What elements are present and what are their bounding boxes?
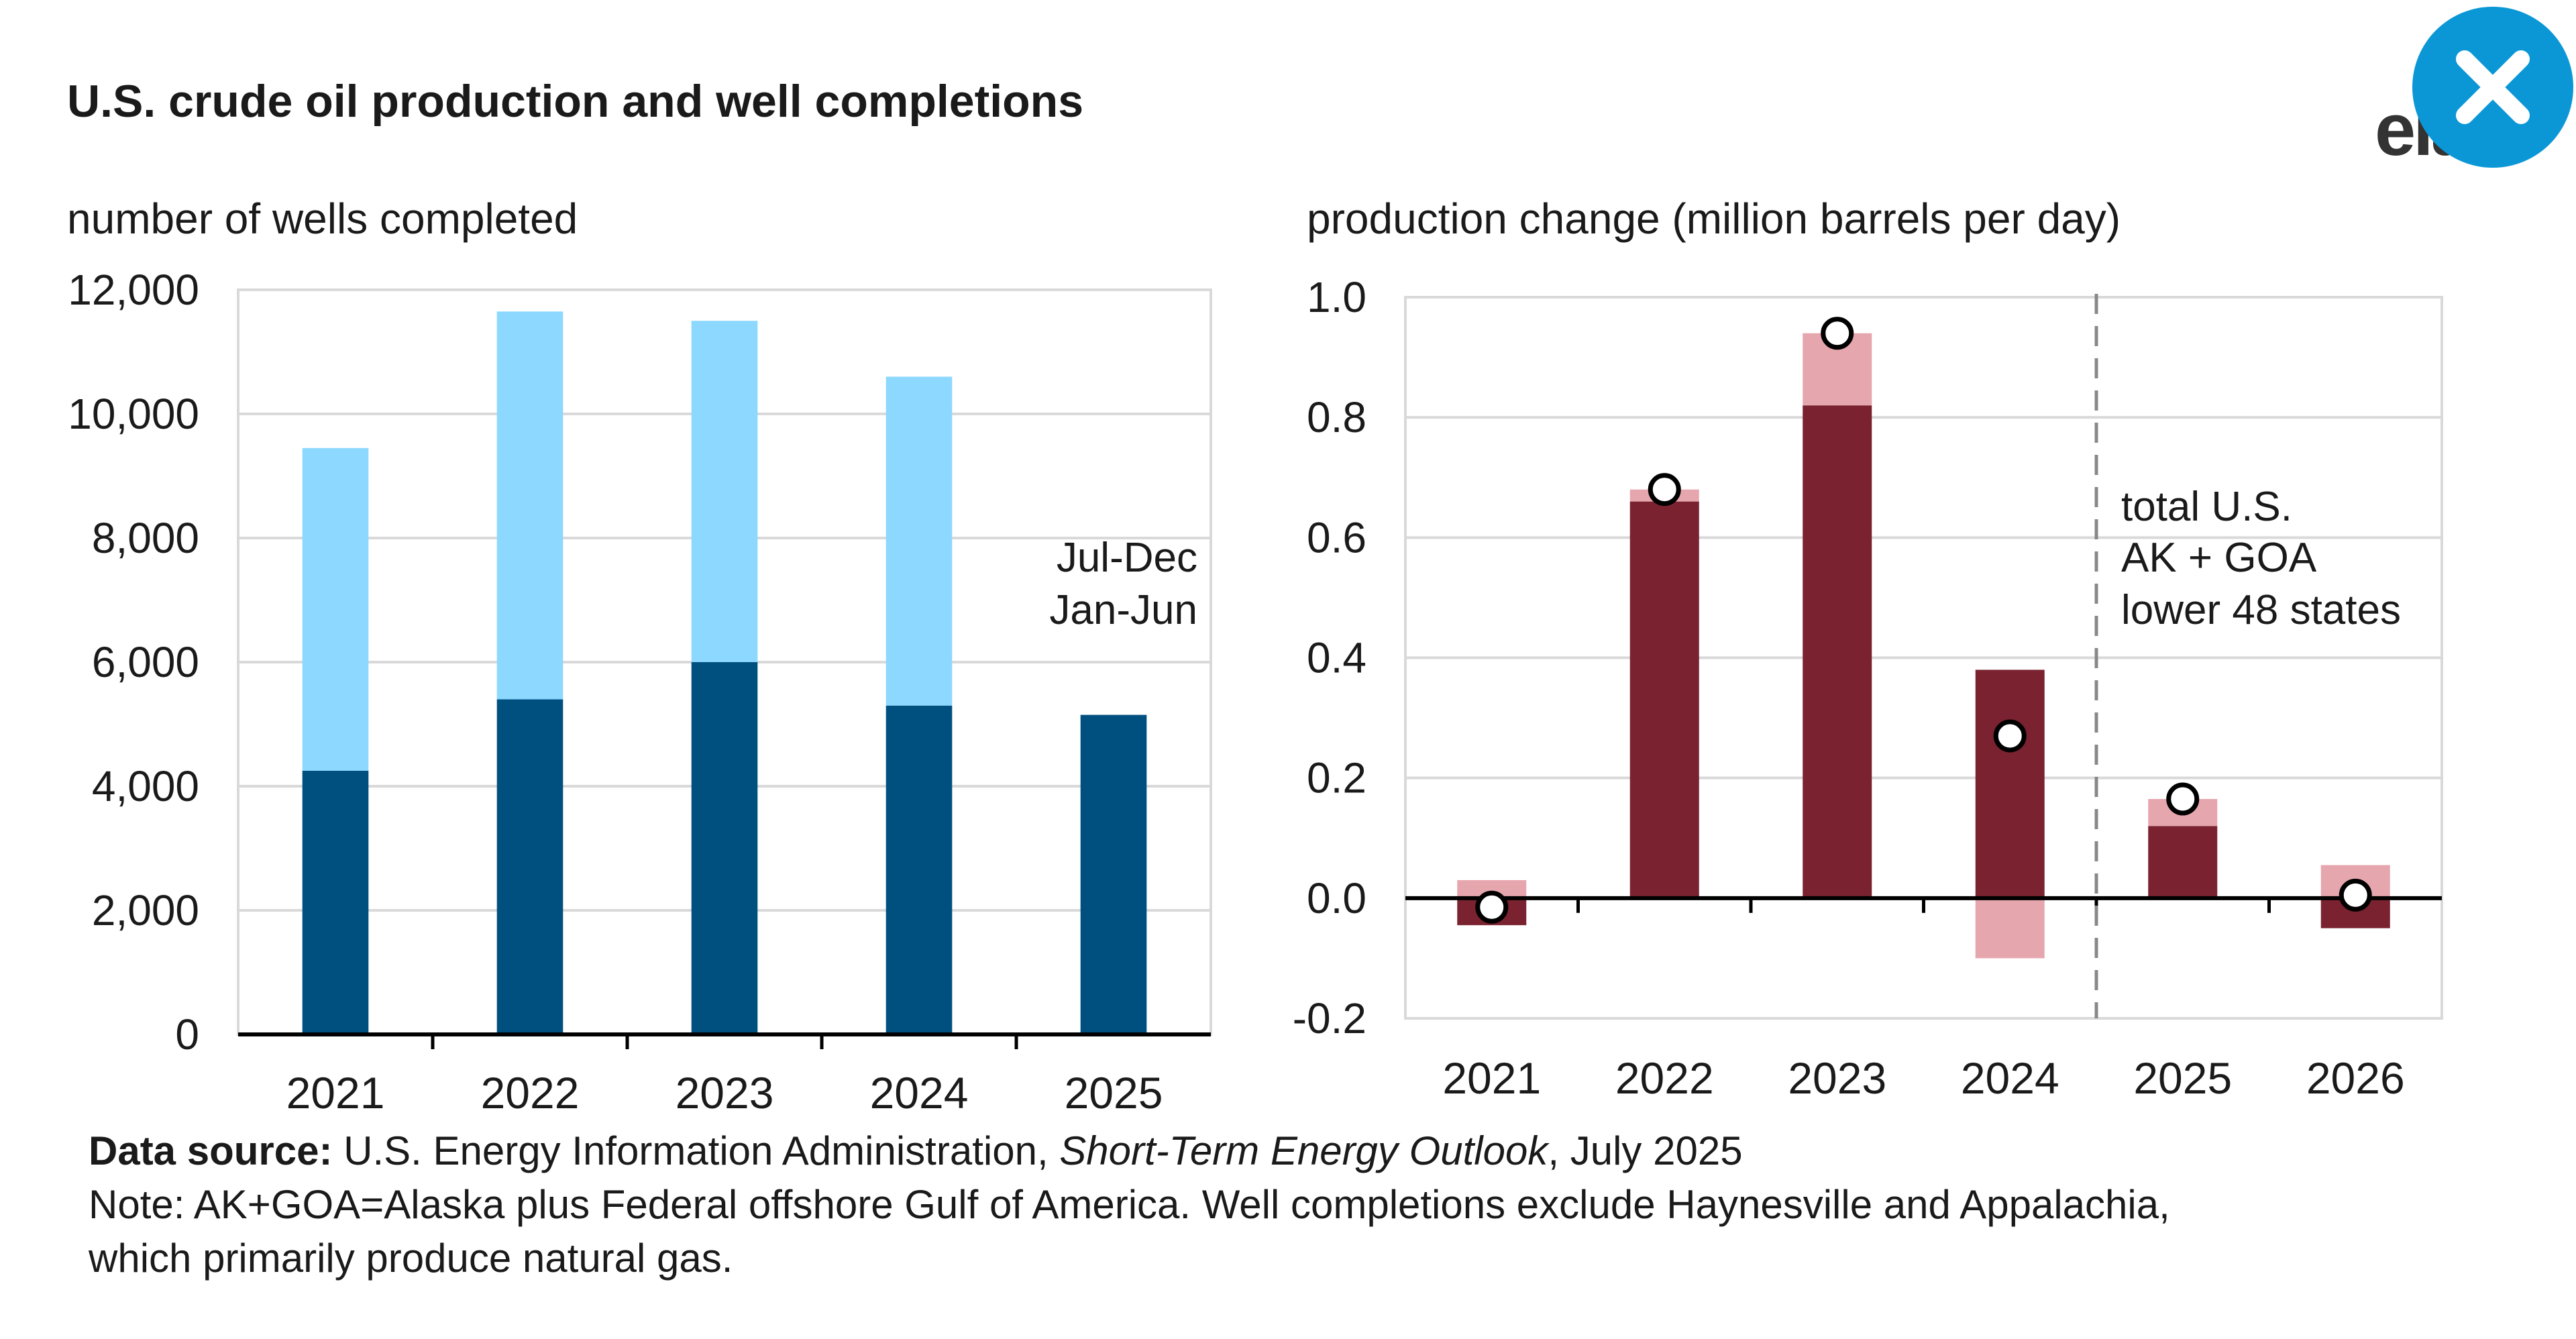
x-tick-label-2024: 2024 <box>1961 1053 2059 1103</box>
x-tick-label-2022: 2022 <box>1615 1053 1714 1103</box>
x-tick-label-2021: 2021 <box>286 1068 385 1114</box>
total-marker-2024 <box>1993 719 2027 753</box>
total-marker-2025 <box>2166 782 2200 816</box>
legend-lower-48: lower 48 states <box>2121 587 2401 633</box>
total-marker-2022 <box>1648 473 1681 506</box>
source-text-1: U.S. Energy Information Administration, <box>332 1128 1060 1173</box>
bar-jul-dec-2024 <box>885 376 953 706</box>
total-marker-2021 <box>1475 890 1509 924</box>
bar-jul-dec-2021 <box>302 447 369 771</box>
source-line: Data source: U.S. Energy Information Adm… <box>89 1124 2170 1178</box>
right-bars <box>1457 333 2390 959</box>
right-total-markers <box>1475 317 2372 924</box>
x-tick-label-2025: 2025 <box>1065 1068 1163 1114</box>
x-tick-label-2021: 2021 <box>1442 1053 1541 1103</box>
source-text-2: , July 2025 <box>1548 1128 1743 1173</box>
bar-lower-48-2024 <box>1975 670 2045 898</box>
source-publication: Short-Term Energy Outlook <box>1059 1128 1548 1173</box>
bar-jul-dec-2023 <box>691 321 758 662</box>
note-line-2: which primarily produce natural gas. <box>89 1236 733 1281</box>
legend-jan-jun: Jan-Jun <box>1049 587 1197 633</box>
right-y-tick-label: 0.0 <box>1307 874 1366 922</box>
right-y-tick-label: 1.0 <box>1307 273 1366 321</box>
close-button[interactable] <box>2412 7 2573 168</box>
legend-jul-dec: Jul-Dec <box>1057 535 1197 581</box>
legend-ak-goa: AK + GOA <box>2121 535 2317 581</box>
right-y-axis-label: production change (million barrels per d… <box>1307 195 2121 243</box>
right-y-tick-label: -0.2 <box>1293 994 1366 1042</box>
bar-jan-jun-2024 <box>885 705 953 1034</box>
left-y-tick-label: 6,000 <box>92 638 199 686</box>
right-y-tick-label: 0.8 <box>1307 393 1366 441</box>
bar-lower-48-2023 <box>1803 405 1872 898</box>
bar-jan-jun-2023 <box>691 662 758 1034</box>
x-tick-label-2023: 2023 <box>676 1068 774 1114</box>
left-y-tick-label: 8,000 <box>92 514 199 562</box>
left-y-axis-label: number of wells completed <box>67 195 578 243</box>
footnote: Data source: U.S. Energy Information Adm… <box>89 1124 2170 1285</box>
x-tick-label-2022: 2022 <box>481 1068 580 1114</box>
note-line-1: Note: AK+GOA=Alaska plus Federal offshor… <box>89 1182 2170 1227</box>
left-axes: 0 2,000 4,000 6,000 8,000 10,000 12,000 2021 202… <box>68 266 1211 1114</box>
x-tick-label-2023: 2023 <box>1788 1053 1886 1103</box>
chart-title: U.S. crude oil production and well compl… <box>67 76 1084 127</box>
bar-jan-jun-2025 <box>1080 714 1147 1034</box>
left-y-tick-label: 10,000 <box>68 390 199 438</box>
left-y-tick-label: 0 <box>175 1010 199 1059</box>
right-y-tick-label: 0.2 <box>1307 754 1366 802</box>
source-label: Data source: <box>89 1128 333 1173</box>
x-tick-label-2025: 2025 <box>2133 1053 2232 1103</box>
left-y-tick-label: 2,000 <box>92 886 199 934</box>
bar-lower-48-2025 <box>2148 826 2218 898</box>
bar-ak-goa-2024 <box>1975 898 2045 959</box>
right-y-tick-label: 0.4 <box>1307 634 1366 682</box>
right-y-tick-label: 0.6 <box>1307 513 1366 561</box>
charts-canvas: number of wells completed 0 2,000 4,000 6,0… <box>67 195 2443 1114</box>
bar-jan-jun-2021 <box>302 770 369 1034</box>
legend-total-us: total U.S. <box>2121 484 2292 530</box>
x-tick-label-2026: 2026 <box>2306 1053 2405 1103</box>
bar-jan-jun-2022 <box>496 699 564 1034</box>
bar-lower-48-2022 <box>1629 501 1699 898</box>
total-marker-2026 <box>2339 878 2372 912</box>
right-axes: -0.2 0.0 0.2 0.4 0.6 0.8 1.0 2021 2022 2023 2024 20… <box>1293 273 2442 1103</box>
left-y-tick-label: 4,000 <box>92 762 199 810</box>
bar-jul-dec-2022 <box>496 311 564 700</box>
close-icon <box>2456 50 2530 124</box>
x-tick-label-2024: 2024 <box>870 1068 969 1114</box>
left-bars <box>302 311 1147 1034</box>
left-y-tick-label: 12,000 <box>68 266 199 314</box>
total-marker-2023 <box>1821 317 1854 350</box>
